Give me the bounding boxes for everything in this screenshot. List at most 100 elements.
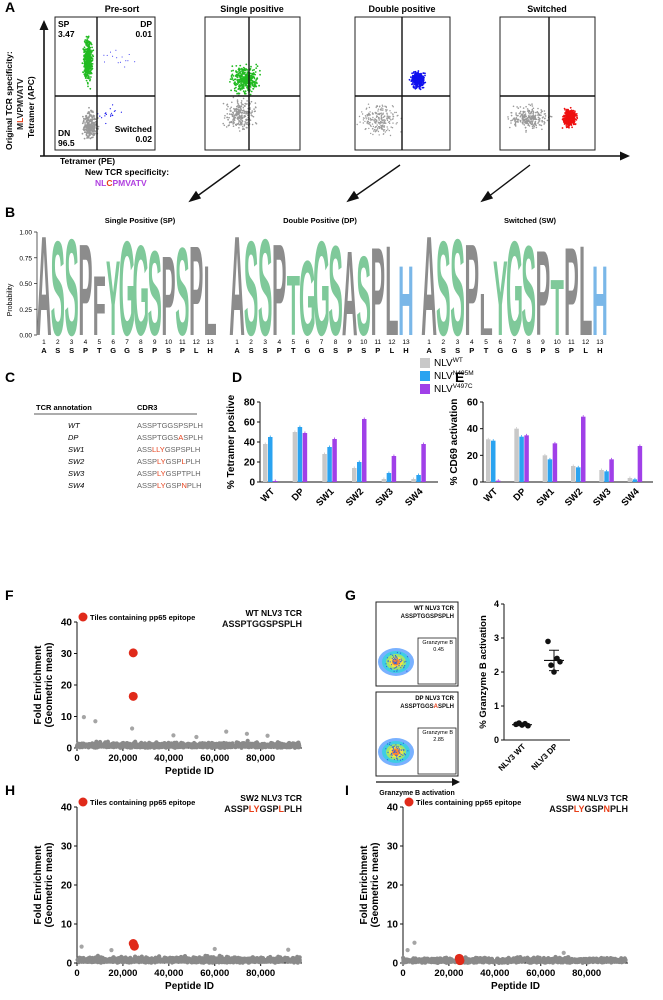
panel-b-letter: B bbox=[5, 204, 15, 220]
logo-consensus-letter: G bbox=[124, 346, 130, 355]
flow-event-dot bbox=[230, 113, 233, 116]
flow-event-dot bbox=[382, 105, 384, 108]
flow-mini-dot bbox=[396, 651, 398, 654]
flow-event-dot bbox=[119, 61, 121, 63]
flow-event-dot bbox=[543, 123, 545, 125]
flow-event-dot bbox=[84, 76, 87, 78]
flow-event-dot bbox=[110, 51, 111, 53]
flow-event-dot bbox=[415, 83, 418, 86]
flow-event-dot bbox=[368, 127, 370, 130]
flow-mini-dot bbox=[403, 667, 405, 669]
cdr3-row-name: WT bbox=[68, 421, 81, 430]
flow-event-dot bbox=[378, 134, 380, 136]
scatter-y-tick-label: 0 bbox=[66, 744, 72, 755]
cdr3-row-sequence: ASSPTGGSASPLH bbox=[137, 433, 203, 442]
cdr3-row-name: SW1 bbox=[68, 445, 84, 454]
scatter-point bbox=[239, 744, 244, 749]
flow-event-dot bbox=[238, 106, 240, 109]
flow-event-dot bbox=[234, 123, 237, 126]
scatter-point-outlier bbox=[265, 733, 270, 738]
flow-event-dot bbox=[525, 105, 527, 108]
flow-event-dot bbox=[361, 111, 363, 113]
seq-segment: LY bbox=[157, 469, 166, 478]
flow-event-dot bbox=[540, 124, 543, 127]
flow-mini-dot bbox=[392, 749, 394, 751]
bar bbox=[327, 447, 332, 482]
scatter-point-pp65 bbox=[128, 648, 138, 658]
flow-event-dot bbox=[242, 77, 244, 79]
scatter-point bbox=[181, 742, 187, 747]
flow-event-dot bbox=[382, 109, 384, 112]
flow-event-dot bbox=[85, 41, 88, 43]
scatter-point bbox=[98, 955, 103, 960]
flow-event-dot bbox=[367, 103, 370, 105]
flow-event-dot bbox=[121, 56, 123, 58]
logo-consensus-letter: S bbox=[555, 346, 560, 355]
flow-event-dot bbox=[236, 74, 239, 76]
scatter-point bbox=[157, 742, 162, 747]
logo-position-number: 8 bbox=[334, 339, 338, 346]
flow-event-dot bbox=[572, 111, 575, 114]
quadrant-dp-label: DP bbox=[140, 19, 152, 29]
flow-event-dot bbox=[509, 126, 511, 129]
flow-event-dot bbox=[541, 128, 543, 131]
scatter-point bbox=[260, 743, 265, 748]
flow-event-dot bbox=[568, 120, 571, 123]
flow-event-dot bbox=[378, 112, 380, 115]
flow-event-dot bbox=[385, 122, 387, 125]
flow-event-dot bbox=[86, 71, 89, 74]
flow-event-dot bbox=[380, 126, 382, 129]
flow-event-dot bbox=[386, 116, 388, 118]
flow-event-dot bbox=[531, 118, 534, 120]
logo-letter: S bbox=[328, 221, 342, 363]
flow-event-dot bbox=[235, 108, 238, 111]
flow-mini-dot bbox=[390, 664, 393, 666]
flow-mini-dot bbox=[390, 653, 392, 655]
flow-event-dot bbox=[241, 123, 243, 126]
logo-y-ticks: 1.000.750.500.250.00 bbox=[19, 230, 38, 340]
flow-event-dot bbox=[362, 122, 364, 124]
flow-mini-dot bbox=[398, 663, 401, 665]
flow-gate bbox=[417, 727, 457, 775]
flow-event-dot bbox=[384, 105, 386, 107]
flow-event-dot bbox=[238, 109, 240, 112]
logo-letter: P bbox=[536, 226, 551, 361]
logo-letter: P bbox=[371, 224, 385, 363]
seq-segment: ASSPTGGS bbox=[137, 433, 178, 442]
flow-event-dot bbox=[231, 101, 233, 104]
flow-event-dot bbox=[233, 89, 236, 92]
bar bbox=[381, 479, 387, 482]
flow-event-dot bbox=[244, 75, 247, 78]
scatter-y-tick-label: 0 bbox=[66, 959, 72, 970]
scatter-point bbox=[170, 741, 175, 747]
flow-event-dot bbox=[105, 122, 107, 125]
flow-event-dot bbox=[532, 110, 535, 113]
logo-position-number: 10 bbox=[165, 339, 173, 346]
flow-mini-dot bbox=[396, 759, 399, 761]
flow-event-dot bbox=[390, 126, 392, 128]
flow-event-dot bbox=[86, 119, 89, 122]
flow-event-dot bbox=[243, 105, 246, 107]
flow-event-dot bbox=[413, 86, 415, 88]
logo-position-number: 13 bbox=[596, 339, 604, 346]
flow-event-dot bbox=[392, 116, 394, 118]
scatter-point-outlier bbox=[224, 729, 229, 734]
flow-event-dot bbox=[254, 71, 257, 73]
flow-event-dot bbox=[420, 79, 423, 82]
flow-event-dot bbox=[87, 43, 89, 46]
flow-event-dot bbox=[566, 109, 568, 112]
logo-letter: L bbox=[385, 221, 398, 363]
flow-event-dot bbox=[254, 81, 257, 83]
legend-swatch bbox=[420, 384, 430, 394]
flow-event-dot bbox=[239, 76, 242, 79]
flow-event-dot bbox=[526, 108, 529, 110]
cdr3-header-cdr3: CDR3 bbox=[137, 403, 157, 412]
logo-consensus-letter: P bbox=[83, 346, 88, 355]
flow-event-dot bbox=[531, 105, 534, 107]
flow-event-dot bbox=[374, 119, 376, 121]
bar-category-label: SW3 bbox=[591, 486, 613, 508]
flow-event-dot bbox=[374, 126, 376, 129]
